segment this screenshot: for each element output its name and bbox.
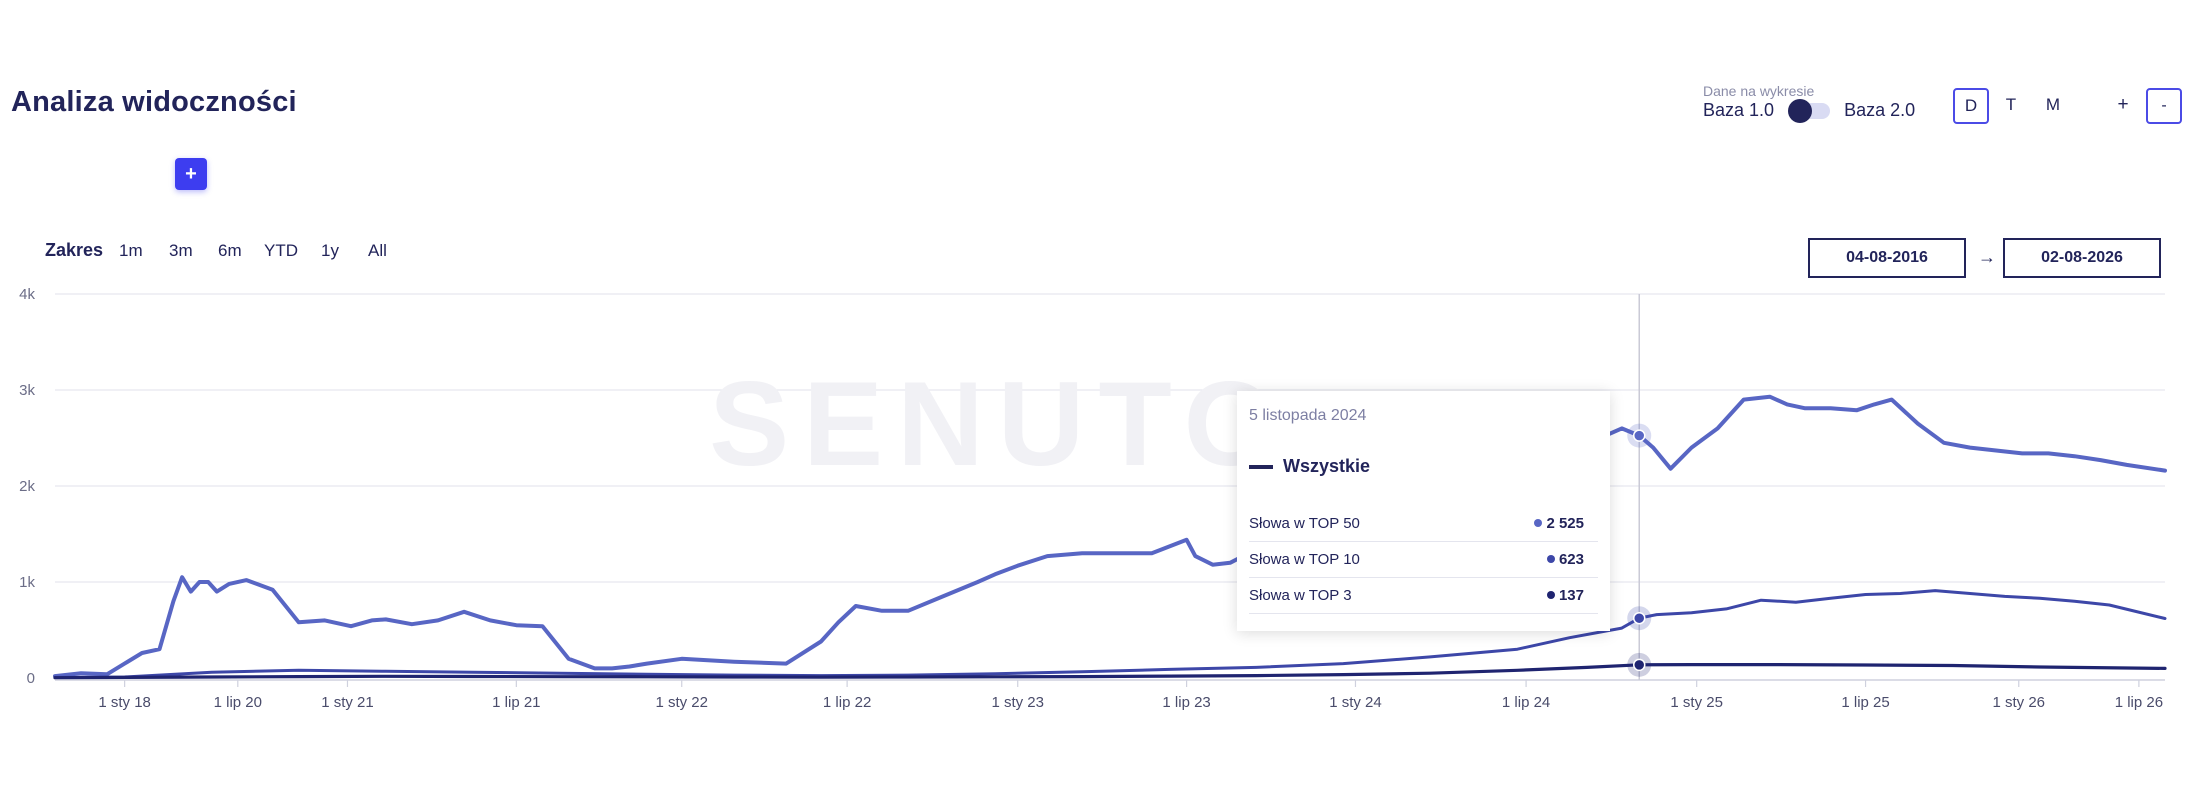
tooltip-row-value-wrap: 623: [1546, 550, 1584, 568]
database-switch[interactable]: [1788, 98, 1831, 123]
y-tick-label: 4k: [19, 286, 35, 303]
dot-icon: [1546, 591, 1555, 599]
x-tick-label: 1 sty 24: [1329, 694, 1382, 711]
x-tick-label: 1 lip 24: [1502, 694, 1550, 711]
x-tick-label: 1 sty 18: [98, 694, 151, 711]
date-to-input[interactable]: 02-08-2026: [2003, 238, 2161, 278]
tooltip-row-value-wrap: 2 525: [1534, 515, 1584, 532]
tooltip-row-value: 137: [1558, 586, 1584, 604]
grid-lines: [55, 293, 2165, 681]
cursor-point: [1632, 429, 1646, 442]
tooltip-row: Słowa w TOP 3 137: [1249, 577, 1598, 614]
x-tick-label: 1 sty 26: [1992, 694, 2045, 711]
tooltip-series: Wszystkie: [1249, 456, 1370, 477]
range-6m-button[interactable]: 6m: [218, 241, 242, 260]
tooltip-row: Słowa w TOP 50 2 525: [1249, 505, 1598, 542]
zoom-out-button[interactable]: -: [2146, 88, 2182, 124]
y-tick-label: 0: [27, 670, 35, 687]
range-3m-button[interactable]: 3m: [169, 241, 193, 260]
tooltip-row-label: Słowa w TOP 3: [1249, 586, 1352, 604]
date-from-input[interactable]: 04-08-2016: [1808, 238, 1966, 278]
x-tick-label: 1 lip 22: [823, 694, 871, 711]
series-line-top3: [53, 663, 2167, 680]
range-label: Zakres: [45, 240, 104, 260]
watermark-logo: SENUTO: [709, 357, 1291, 491]
database-toggle-row: Baza 1.0 Baza 2.0: [1703, 98, 1916, 123]
x-tick-label: 1 sty 25: [1670, 694, 1723, 711]
x-tick-label: 1 lip 26: [2115, 694, 2163, 711]
y-tick-label: 3k: [19, 382, 35, 399]
toggle-label-base1: Baza 1.0: [1703, 100, 1775, 120]
dot-icon: [1546, 555, 1555, 563]
granularity-month-button[interactable]: M: [2045, 95, 2061, 114]
x-tick-label: 1 lip 20: [214, 694, 262, 711]
cursor-point: [1632, 611, 1646, 625]
series-lines: [53, 394, 2167, 680]
x-tick-label: 1 lip 25: [1841, 694, 1889, 711]
tooltip-row-value: 623: [1558, 550, 1584, 568]
cursor: [1627, 294, 1652, 680]
series-line-icon: [1249, 464, 1273, 469]
toggle-label-base2: Baza 2.0: [1844, 100, 1916, 120]
axis-ticks: 0 1k 2k 3k 4k 1 sty 18 1 lip 20 1 sty 21 1 lip 2…: [19, 286, 2163, 711]
page-title: Analiza widoczności: [11, 86, 297, 118]
zoom-in-button[interactable]: +: [2117, 94, 2129, 115]
date-range-arrow: →: [1978, 247, 1996, 267]
add-button[interactable]: +: [175, 158, 207, 190]
granularity-week-button[interactable]: T: [2005, 95, 2017, 114]
data-source-caption: Dane na wykresie: [1703, 83, 1815, 99]
series-line-top50: [53, 394, 2167, 679]
range-1y-button[interactable]: 1y: [321, 241, 339, 260]
range-1m-button[interactable]: 1m: [119, 241, 143, 260]
tooltip-row: Słowa w TOP 10 623: [1249, 541, 1598, 578]
cursor-point: [1632, 658, 1646, 672]
x-tick-label: 1 sty 21: [321, 694, 374, 711]
x-tick-label: 1 sty 22: [655, 694, 708, 711]
switch-knob: [1788, 98, 1813, 123]
tooltip-row-value: 2 525: [1546, 514, 1584, 532]
x-tick-label: 1 sty 23: [991, 694, 1044, 711]
series-line-top10: [53, 589, 2167, 679]
x-tick-label: 1 lip 21: [492, 694, 540, 711]
range-ytd-button[interactable]: YTD: [264, 241, 298, 260]
tooltip-series-name: Wszystkie: [1283, 456, 1371, 476]
tooltip-date: 5 listopada 2024: [1249, 407, 1367, 424]
dot-icon: [1534, 519, 1543, 527]
x-tick-label: 1 lip 23: [1162, 694, 1210, 711]
chart-tooltip: 5 listopada 2024 Wszystkie Słowa w TOP 5…: [1237, 391, 1610, 631]
range-all-button[interactable]: All: [368, 241, 387, 260]
y-tick-label: 2k: [19, 478, 35, 495]
granularity-day-button[interactable]: D: [1953, 88, 1989, 124]
tooltip-row-label: Słowa w TOP 50: [1249, 514, 1360, 532]
tooltip-row-value-wrap: 137: [1546, 586, 1584, 604]
y-tick-label: 1k: [19, 574, 35, 591]
tooltip-row-label: Słowa w TOP 10: [1249, 550, 1360, 568]
